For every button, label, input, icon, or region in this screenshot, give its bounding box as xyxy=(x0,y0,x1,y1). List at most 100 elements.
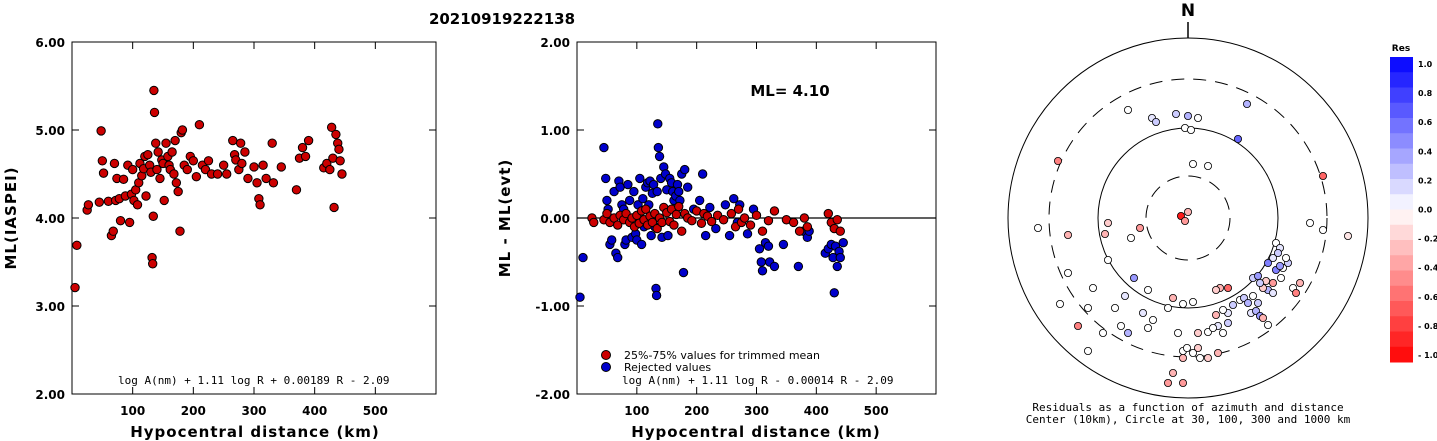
y-tick-label: 2.00 xyxy=(35,388,65,402)
rejected-point xyxy=(680,164,690,175)
data-point xyxy=(326,122,337,133)
data-point xyxy=(147,259,158,269)
station-point xyxy=(1104,255,1113,264)
station-point xyxy=(1139,308,1148,317)
rejected-point xyxy=(653,119,663,129)
axis-ticks: 100 200 300 400 500 -2.00 -1.00 0.00 1.00 2.00 xyxy=(535,36,936,418)
station-point xyxy=(1117,321,1126,330)
rejected-point xyxy=(763,241,774,251)
rejected-point xyxy=(682,182,693,192)
station-point xyxy=(1144,323,1153,332)
data-point xyxy=(334,144,344,155)
colorbar-segment xyxy=(1390,133,1413,149)
rejected-point xyxy=(623,179,633,190)
rejected-point xyxy=(635,173,645,184)
data-point xyxy=(188,156,199,166)
data-point xyxy=(83,200,94,210)
rejected-point xyxy=(832,261,842,272)
rejected-point xyxy=(720,200,731,210)
station-point xyxy=(1189,297,1198,306)
rejected-point xyxy=(653,142,664,153)
rejected-point xyxy=(742,229,753,239)
station-point xyxy=(1104,218,1113,227)
x-tick-label: 100 xyxy=(624,404,649,418)
colorbar-tick-label: - 0.2 xyxy=(1418,235,1437,244)
trimmed-point xyxy=(823,208,833,219)
residual-chart: 100 200 300 400 500 -2.00 -1.00 0.00 1.00 2.00 ML… xyxy=(496,36,937,441)
data-point xyxy=(291,185,302,195)
data-point xyxy=(72,240,82,250)
data-point xyxy=(159,195,169,206)
data-point xyxy=(94,197,105,207)
data-point xyxy=(148,211,158,221)
ring-30km xyxy=(1145,175,1231,261)
data-point xyxy=(235,138,246,148)
colorbar-tick-label: - 1.0 xyxy=(1418,351,1437,360)
formula-label: log A(nm) + 1.11 log R - 0.00014 R - 2.0… xyxy=(622,374,894,387)
rejected-point xyxy=(601,173,611,184)
data-point xyxy=(108,226,118,236)
station-point xyxy=(1229,300,1238,309)
data-point xyxy=(335,156,345,166)
figure-title: 20210919222138 xyxy=(429,10,575,28)
ring-1000km xyxy=(1007,37,1369,399)
station-point xyxy=(1184,207,1193,216)
station-point xyxy=(1219,305,1228,314)
colorbar-title: Res xyxy=(1392,44,1410,54)
trimmed-point xyxy=(671,209,682,220)
data-point xyxy=(153,147,163,157)
trimmed-point xyxy=(794,226,805,236)
station-point xyxy=(1172,110,1181,119)
data-point xyxy=(149,85,159,96)
station-point xyxy=(1249,291,1258,300)
x-tick-label: 300 xyxy=(744,404,769,418)
station-point xyxy=(1264,320,1273,329)
y-tick-label: 6.00 xyxy=(35,36,65,50)
colorbar: 1.0 0.8 0.6 0.4 0.2 0.0 - 0.2 - 0.4 - 0.6 - 0.8 - … xyxy=(1390,57,1437,363)
colorbar-segment xyxy=(1390,57,1413,73)
trimmed-point xyxy=(612,220,623,230)
rejected-point xyxy=(646,230,656,241)
data-point xyxy=(222,169,232,179)
trimmed-point xyxy=(687,215,697,226)
station-point xyxy=(1204,353,1213,362)
colorbar-segment xyxy=(1390,87,1413,104)
rejected-point xyxy=(615,182,625,192)
data-point xyxy=(155,173,165,184)
rejected-point xyxy=(756,257,766,267)
colorbar-tick-label: - 0.6 xyxy=(1418,293,1437,302)
colorbar-segment xyxy=(1390,179,1413,195)
station-point xyxy=(1292,288,1301,297)
formula-label: log A(nm) + 1.11 log R + 0.00189 R - 2.0… xyxy=(118,374,390,387)
station-point xyxy=(1169,368,1178,377)
data-point xyxy=(243,173,253,184)
colorbar-segment xyxy=(1390,316,1413,332)
trimmed-point xyxy=(589,217,599,228)
x-tick-label: 300 xyxy=(241,404,266,418)
y-tick-label: -1.00 xyxy=(535,300,570,314)
data-point xyxy=(300,151,311,162)
rejected-point xyxy=(674,186,684,197)
trimmed-point xyxy=(769,206,780,216)
data-point xyxy=(182,164,192,175)
station-points xyxy=(1034,100,1353,387)
data-point xyxy=(249,162,259,172)
colorbar-segment xyxy=(1390,102,1413,119)
y-tick-label: 4.00 xyxy=(35,212,65,226)
trimmed-point xyxy=(641,204,651,214)
station-point xyxy=(1136,223,1145,232)
colorbar-segment xyxy=(1390,194,1413,210)
station-point xyxy=(1183,343,1192,352)
rejected-point xyxy=(651,290,662,301)
colorbar-segment xyxy=(1390,346,1413,363)
data-point xyxy=(297,142,308,153)
data-point xyxy=(255,200,265,210)
station-point xyxy=(1277,273,1286,282)
data-point xyxy=(261,173,271,184)
station-point xyxy=(1319,171,1328,180)
station-point xyxy=(1101,229,1110,238)
data-point xyxy=(70,282,80,293)
data-point xyxy=(170,135,180,146)
data-points xyxy=(575,119,848,302)
data-point xyxy=(132,200,143,210)
